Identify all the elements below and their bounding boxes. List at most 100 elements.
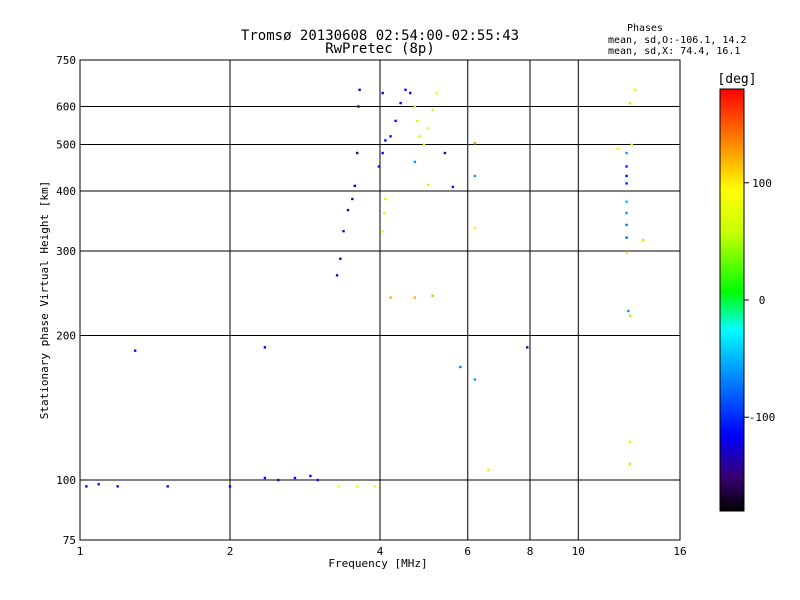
colorbar: [719, 88, 745, 512]
echo-point: [381, 151, 384, 155]
echo-point: [413, 296, 417, 299]
echo-point: [627, 309, 630, 313]
echo-point: [409, 91, 412, 95]
echo-point: [625, 223, 628, 227]
echo-point: [228, 485, 232, 488]
x-tick-label: 10: [572, 545, 585, 558]
echo-point: [625, 174, 628, 178]
echo-point: [389, 296, 392, 299]
echo-point: [435, 91, 438, 95]
colorbar-label: [deg]: [717, 72, 756, 87]
echo-point: [443, 151, 447, 155]
echo-point: [309, 474, 312, 478]
echo-point: [384, 139, 387, 142]
echo-point: [384, 197, 387, 201]
echo-point: [413, 105, 417, 108]
y-axis-label: Stationary phase Virtual Height [km]: [38, 181, 51, 419]
echo-point: [427, 127, 430, 130]
echo-point: [263, 476, 267, 480]
echo-point: [277, 478, 280, 482]
y-tick-label: 750: [56, 54, 76, 67]
echo-point: [418, 135, 421, 138]
echo-point: [628, 101, 632, 105]
echo-point: [346, 208, 350, 212]
echo-point: [431, 294, 434, 297]
echo-point: [427, 183, 430, 187]
echo-point: [335, 274, 339, 277]
echo-point: [628, 314, 632, 317]
echo-point: [633, 88, 637, 92]
echo-point: [357, 105, 360, 108]
echo-point: [625, 236, 628, 239]
x-tick-label: 2: [227, 545, 234, 558]
echo-point: [166, 485, 169, 488]
echo-point: [473, 378, 477, 381]
echo-point: [473, 174, 477, 178]
plot-frame: [79, 59, 681, 541]
echo-point: [337, 485, 340, 488]
echo-point: [616, 147, 619, 150]
phases-o-stats: mean, sd,O:-106.1, 14.2: [608, 35, 746, 46]
echo-point: [422, 143, 426, 146]
echo-point: [316, 478, 319, 482]
plot-grid: [80, 60, 680, 540]
chart-title: Tromsø 20130608 02:54:00-02:55:43: [241, 28, 519, 44]
echo-point: [413, 160, 417, 164]
echo-point: [263, 346, 267, 349]
echo-point: [451, 185, 455, 189]
echo-point: [85, 485, 88, 488]
echo-point: [459, 365, 462, 369]
echo-point: [355, 151, 359, 155]
echo-point: [404, 88, 407, 92]
echo-point: [353, 184, 356, 188]
y-tick-label: 75: [63, 534, 76, 547]
echo-point: [116, 485, 119, 488]
echo-point: [394, 119, 397, 123]
echo-point: [342, 229, 345, 233]
echo-point: [625, 182, 628, 185]
y-tick-label: 100: [56, 474, 76, 487]
phases-x-stats: mean, sd,X: 74.4, 16.1: [608, 46, 740, 57]
echo-point: [293, 476, 297, 480]
colorbar-tick-label: 0: [759, 294, 766, 307]
echo-point: [625, 251, 628, 254]
y-tick-label: 600: [56, 101, 76, 114]
y-tick-label: 200: [56, 330, 76, 343]
x-tick-label: 6: [464, 545, 471, 558]
echo-point: [473, 226, 477, 230]
echo-point: [625, 200, 628, 203]
echo-point: [381, 91, 384, 95]
y-tick-label: 500: [56, 139, 76, 152]
echo-point: [97, 483, 100, 486]
echo-point: [351, 197, 354, 201]
y-tick-label: 300: [56, 245, 76, 258]
echo-point: [381, 229, 384, 233]
x-axis-label: Frequency [MHz]: [328, 557, 427, 570]
echo-point: [628, 462, 632, 466]
echo-point: [431, 108, 434, 112]
echo-point: [625, 151, 628, 155]
colorbar-tick-label: -100: [749, 411, 776, 424]
echo-point: [339, 257, 342, 260]
echo-point: [133, 349, 137, 352]
echo-point: [625, 211, 628, 215]
phases-heading: Phases: [627, 23, 663, 34]
echo-point: [630, 143, 633, 146]
echo-point: [415, 119, 419, 123]
y-tick-labels: 75 100 200 300 400 500 600 750: [56, 54, 76, 547]
echo-point: [628, 440, 632, 444]
echo-point: [383, 211, 386, 215]
echo-point: [377, 165, 381, 168]
x-tick-label: 1: [77, 545, 84, 558]
y-tick-label: 400: [56, 185, 76, 198]
chart-subtitle: RwPretec (8p): [325, 41, 435, 57]
x-tick-label: 16: [673, 545, 686, 558]
echo-point: [373, 485, 376, 488]
echo-point: [642, 238, 645, 242]
echo-point: [487, 468, 490, 472]
x-tick-label: 4: [377, 545, 384, 558]
echo-point: [358, 88, 361, 92]
x-tick-label: 8: [527, 545, 534, 558]
x-tick-labels: 1 2 4 6 8 10 16: [77, 545, 687, 558]
